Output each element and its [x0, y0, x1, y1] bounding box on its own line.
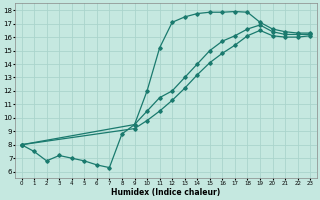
- X-axis label: Humidex (Indice chaleur): Humidex (Indice chaleur): [111, 188, 220, 197]
